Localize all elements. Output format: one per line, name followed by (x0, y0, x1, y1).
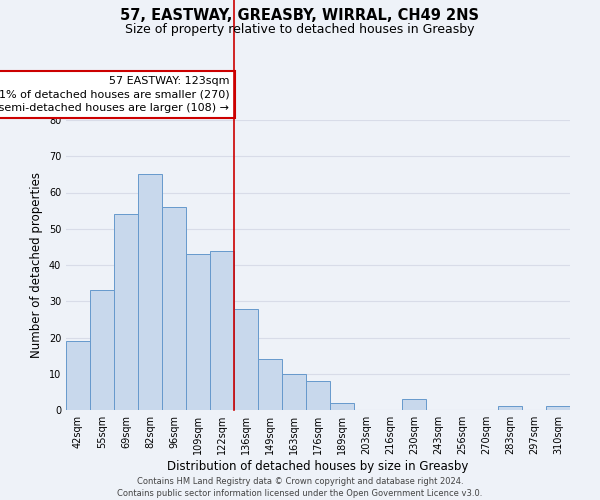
Bar (66, 341, 90, 410)
Bar (162, 207, 186, 410)
Bar (402, 399, 426, 410)
Text: 57, EASTWAY, GREASBY, WIRRAL, CH49 2NS: 57, EASTWAY, GREASBY, WIRRAL, CH49 2NS (121, 8, 479, 22)
Bar (138, 174, 162, 410)
Bar (282, 374, 306, 410)
Bar (330, 403, 354, 410)
Text: 57 EASTWAY: 123sqm
← 71% of detached houses are smaller (270)
28% of semi-detach: 57 EASTWAY: 123sqm ← 71% of detached hou… (0, 76, 229, 113)
Text: Contains HM Land Registry data © Crown copyright and database right 2024.
Contai: Contains HM Land Registry data © Crown c… (118, 476, 482, 498)
Bar (234, 308, 258, 410)
Bar (306, 381, 330, 410)
Bar (258, 359, 282, 410)
Y-axis label: Number of detached properties: Number of detached properties (30, 172, 43, 358)
Bar (186, 254, 210, 410)
Bar (114, 214, 138, 410)
Bar (90, 290, 114, 410)
Bar (210, 250, 234, 410)
Bar (546, 406, 570, 410)
Bar (498, 406, 522, 410)
Text: Size of property relative to detached houses in Greasby: Size of property relative to detached ho… (125, 22, 475, 36)
X-axis label: Distribution of detached houses by size in Greasby: Distribution of detached houses by size … (167, 460, 469, 473)
